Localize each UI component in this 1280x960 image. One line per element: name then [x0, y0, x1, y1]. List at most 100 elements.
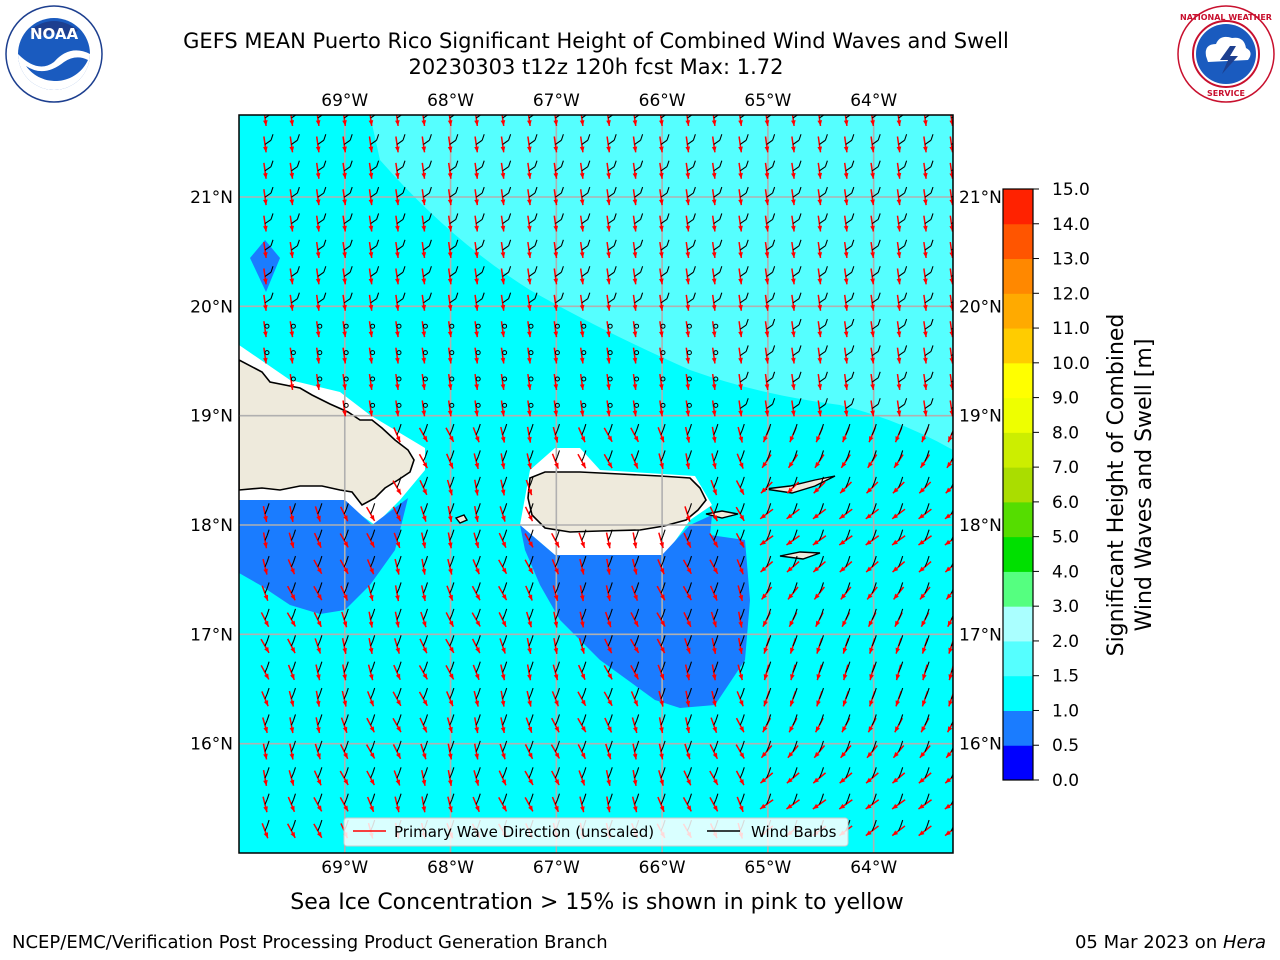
wave-arrow-head: [763, 436, 768, 443]
wave-arrow-head: [606, 384, 611, 390]
wind-calm-marker: [422, 350, 428, 356]
wave-arrow-head: [633, 673, 639, 680]
wave-arrow-head: [474, 753, 479, 760]
wind-barb-flag: [904, 318, 908, 326]
wave-arrow-head: [764, 304, 770, 311]
wave-arrow-head: [659, 225, 664, 232]
vector-cell: [737, 582, 745, 602]
colorbar-tick-label: 11.0: [1052, 319, 1090, 339]
wave-arrow-head: [263, 146, 268, 153]
wind-barb: [343, 509, 347, 515]
wave-arrow-head: [686, 567, 692, 574]
vector-cell: [474, 266, 485, 285]
wind-barb-flag: [266, 687, 270, 695]
wave-arrow-head: [421, 331, 427, 338]
wind-calm-marker: [343, 402, 349, 408]
wind-barb-flag: [477, 687, 481, 695]
vector-cell: [786, 793, 800, 810]
wind-barb-flag: [504, 767, 508, 774]
vector-cell: [550, 740, 561, 759]
wind-barb-flag: [613, 186, 617, 194]
wave-arrow-head: [527, 384, 532, 390]
wind-barb: [924, 614, 928, 620]
wave-arrow-head: [869, 674, 874, 681]
wind-barb-flag: [688, 793, 693, 800]
wind-barb: [475, 509, 479, 515]
wave-arrow-head: [763, 700, 769, 707]
wind-barb: [819, 166, 826, 172]
wind-barb-flag: [772, 160, 776, 167]
wave-arrow-head: [395, 541, 401, 548]
wave-arrow-head: [501, 541, 506, 548]
wave-arrow-head: [659, 753, 664, 760]
vector-cell: [891, 767, 906, 784]
wind-barb-flag: [768, 608, 772, 616]
wave-arrow-head: [264, 673, 269, 680]
vector-cell: [473, 503, 481, 522]
wave-arrow-head: [738, 410, 743, 417]
wind-barb-flag: [481, 239, 485, 247]
wave-arrow-head: [501, 805, 507, 812]
vector-cell: [474, 213, 485, 232]
wave-arrow-head: [500, 146, 506, 153]
wind-barb-flag: [640, 160, 644, 167]
wind-calm-marker: [343, 350, 349, 356]
wave-arrow-head: [579, 595, 585, 602]
wave-arrow-head: [527, 252, 532, 258]
wave-arrow-head: [791, 357, 796, 364]
wave-arrow-head: [789, 436, 795, 443]
wave-arrow-head: [289, 542, 295, 549]
wave-arrow-head: [395, 252, 400, 258]
wind-barb-flag: [556, 450, 561, 457]
wind-barb-flag: [873, 714, 877, 721]
wave-arrow-head: [607, 435, 613, 442]
vector-cell: [395, 160, 406, 179]
wind-barb-flag: [266, 529, 270, 536]
wave-arrow-head: [342, 674, 347, 681]
wind-barb-flag: [455, 213, 459, 220]
wave-arrow-head: [761, 593, 767, 600]
colorbar-segment: [1003, 328, 1033, 364]
vector-cell: [263, 186, 274, 206]
vector-cell: [262, 503, 270, 522]
wind-barb: [686, 720, 690, 726]
vector-cell: [817, 371, 828, 391]
vector-cell: [419, 714, 429, 733]
wave-arrow-head: [712, 726, 717, 733]
wave-arrow-head: [685, 146, 691, 153]
wind-barb-flag: [688, 687, 693, 695]
wave-arrow-head: [580, 779, 585, 786]
wind-barb-flag: [451, 476, 455, 484]
wave-arrow-head: [791, 304, 796, 311]
vector-cell: [606, 266, 617, 285]
vector-cell: [418, 423, 429, 443]
wind-barb-flag: [609, 687, 613, 695]
vector-cell: [870, 371, 881, 391]
wind-barb-flag: [345, 582, 349, 589]
wind-barb-flag: [609, 450, 613, 457]
wind-barb: [423, 192, 430, 198]
wind-barb-flag: [266, 793, 270, 800]
wave-arrow-head: [528, 567, 533, 574]
wave-arrow-head: [922, 674, 927, 681]
wind-barb: [713, 429, 717, 436]
wave-arrow-head: [870, 225, 875, 232]
wave-arrow-head: [816, 647, 821, 654]
wave-arrow-head: [422, 673, 428, 680]
wind-calm-marker: [634, 350, 640, 356]
wind-barb-flag: [556, 529, 561, 536]
vector-cell: [315, 687, 323, 707]
wind-barb-flag: [270, 266, 274, 273]
wind-barb-flag: [583, 767, 587, 774]
wave-arrow-head: [368, 120, 374, 126]
wind-barb: [370, 773, 374, 779]
footer-date: 05 Mar 2023 on Hera: [1074, 932, 1266, 953]
wind-barb: [845, 298, 853, 304]
wind-barb-flag: [556, 635, 561, 642]
wave-arrow-head: [919, 593, 926, 600]
wave-arrow-head: [396, 699, 401, 706]
wind-barb: [845, 535, 849, 541]
wave-arrow-head: [760, 777, 767, 784]
wave-arrow-head: [896, 331, 902, 338]
wind-barb-flag: [477, 503, 481, 510]
